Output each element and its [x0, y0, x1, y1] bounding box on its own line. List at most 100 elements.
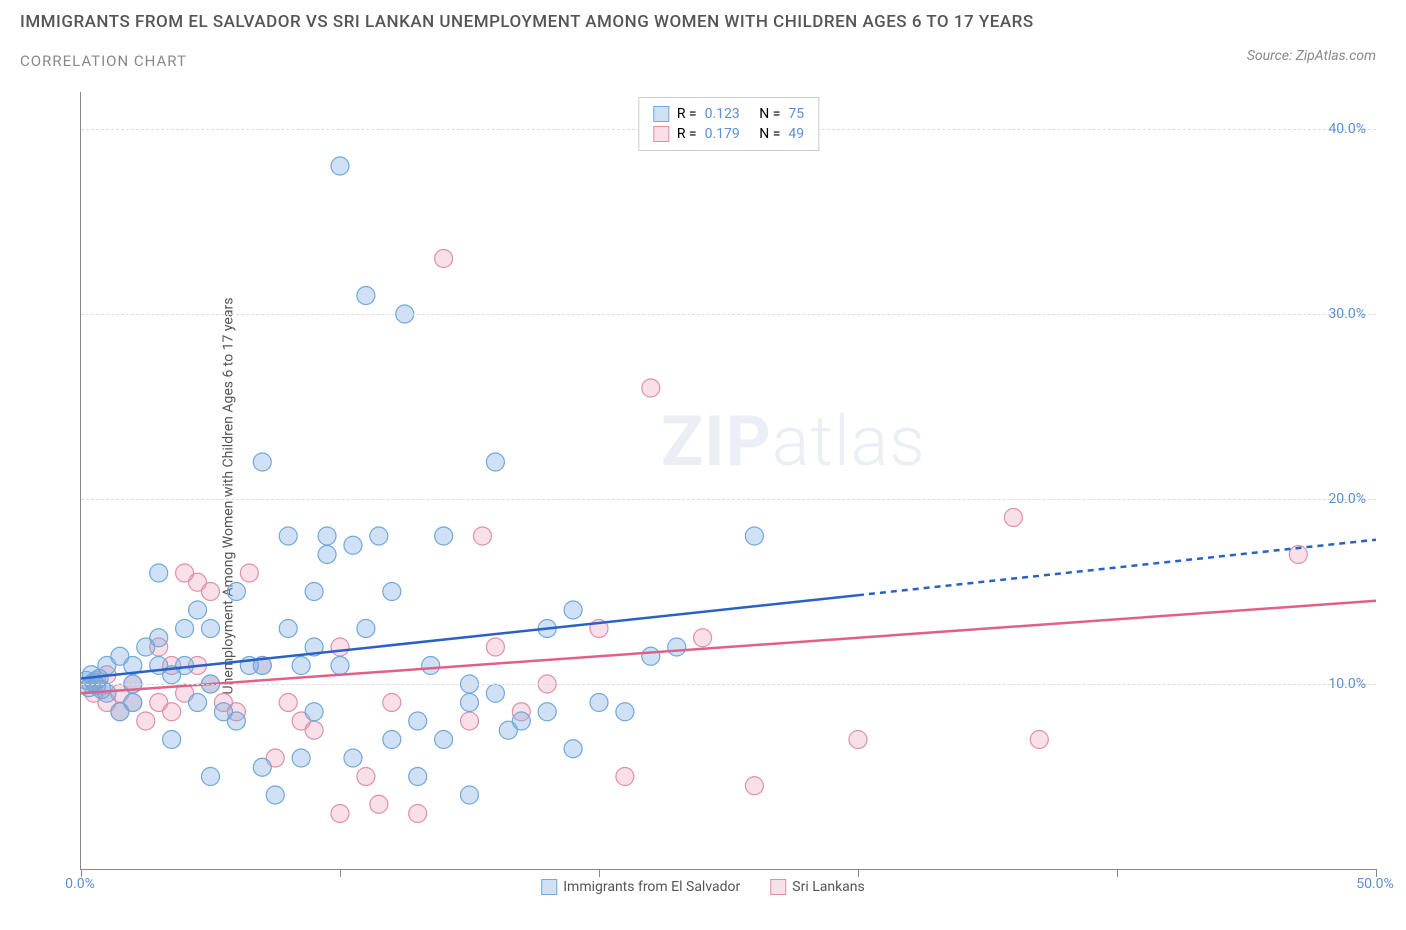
- data-point-series1: [189, 601, 207, 619]
- data-point-series2: [461, 712, 479, 730]
- data-point-series1: [538, 703, 556, 721]
- n-value-series2: 49: [788, 126, 804, 142]
- data-point-series1: [409, 768, 427, 786]
- legend-item-series2: Sri Lankans: [770, 879, 865, 895]
- legend-item-series1: Immigrants from El Salvador: [541, 879, 740, 895]
- data-point-series1: [422, 657, 440, 675]
- data-point-series2: [409, 805, 427, 823]
- data-point-series2: [357, 768, 375, 786]
- x-tick: [858, 869, 859, 877]
- data-point-series1: [564, 740, 582, 758]
- data-point-series1: [124, 694, 142, 712]
- source-citation: Source: ZipAtlas.com: [1247, 48, 1376, 64]
- data-point-series2: [642, 379, 660, 397]
- data-point-series2: [331, 638, 349, 656]
- gridline: [81, 314, 1376, 315]
- r-value-series1: 0.123: [705, 106, 740, 122]
- data-point-series1: [227, 583, 245, 601]
- data-point-series1: [150, 564, 168, 582]
- data-point-series1: [461, 694, 479, 712]
- data-point-series2: [370, 795, 388, 813]
- data-point-series1: [150, 629, 168, 647]
- data-point-series1: [668, 638, 686, 656]
- data-point-series1: [202, 620, 220, 638]
- swatch-series2: [770, 879, 786, 895]
- data-point-series1: [461, 786, 479, 804]
- data-point-series2: [694, 629, 712, 647]
- data-point-series1: [318, 546, 336, 564]
- data-point-series1: [616, 703, 634, 721]
- data-point-series1: [512, 712, 530, 730]
- data-point-series2: [745, 777, 763, 795]
- y-tick-label: 10.0%: [1328, 676, 1366, 692]
- data-point-series2: [616, 768, 634, 786]
- x-tick: [340, 869, 341, 877]
- data-point-series2: [383, 694, 401, 712]
- data-point-series1: [642, 647, 660, 665]
- n-label: N =: [759, 126, 780, 142]
- swatch-series1: [541, 879, 557, 895]
- data-point-series1: [279, 527, 297, 545]
- chart-subtitle: CORRELATION CHART: [20, 52, 187, 70]
- y-tick-label: 30.0%: [1328, 306, 1366, 322]
- data-point-series1: [163, 731, 181, 749]
- data-point-series1: [383, 583, 401, 601]
- scatter-plot-svg: [81, 92, 1376, 869]
- data-point-series1: [331, 657, 349, 675]
- data-point-series1: [370, 527, 388, 545]
- data-point-series1: [305, 583, 323, 601]
- correlation-stats-box: R = 0.123 N = 75 R = 0.179 N = 49: [638, 97, 819, 151]
- data-point-series2: [486, 638, 504, 656]
- trendline-series1-extrapolated: [858, 540, 1376, 596]
- r-label: R =: [677, 126, 697, 142]
- data-point-series1: [279, 620, 297, 638]
- data-point-series2: [331, 805, 349, 823]
- data-point-series2: [1004, 509, 1022, 527]
- data-point-series1: [318, 527, 336, 545]
- n-value-series1: 75: [788, 106, 804, 122]
- data-point-series2: [849, 731, 867, 749]
- plot-area: R = 0.123 N = 75 R = 0.179 N = 49 ZIPatl…: [80, 92, 1376, 870]
- data-point-series2: [240, 564, 258, 582]
- data-point-series1: [383, 731, 401, 749]
- data-point-series2: [163, 703, 181, 721]
- chart-title: IMMIGRANTS FROM EL SALVADOR VS SRI LANKA…: [20, 12, 1034, 32]
- data-point-series1: [357, 620, 375, 638]
- legend-label-series2: Sri Lankans: [792, 879, 865, 895]
- trendline-series2: [81, 601, 1376, 694]
- data-point-series1: [435, 731, 453, 749]
- bottom-legend: Immigrants from El Salvador Sri Lankans: [541, 879, 865, 895]
- r-label: R =: [677, 106, 697, 122]
- data-point-series1: [486, 453, 504, 471]
- x-tick: [599, 869, 600, 877]
- data-point-series2: [435, 250, 453, 268]
- r-value-series2: 0.179: [705, 126, 740, 142]
- data-point-series1: [486, 684, 504, 702]
- stats-row-series2: R = 0.179 N = 49: [653, 124, 804, 144]
- data-point-series1: [292, 657, 310, 675]
- x-tick-label: 50.0%: [1356, 876, 1394, 892]
- data-point-series1: [344, 749, 362, 767]
- data-point-series1: [292, 749, 310, 767]
- chart-container: Unemployment Among Women with Children A…: [20, 82, 1386, 910]
- data-point-series2: [137, 712, 155, 730]
- x-tick-label: 0.0%: [65, 876, 95, 892]
- data-point-series1: [202, 768, 220, 786]
- data-point-series1: [745, 527, 763, 545]
- data-point-series2: [202, 583, 220, 601]
- data-point-series2: [1030, 731, 1048, 749]
- gridline: [81, 684, 1376, 685]
- data-point-series1: [409, 712, 427, 730]
- data-point-series1: [266, 786, 284, 804]
- stats-row-series1: R = 0.123 N = 75: [653, 104, 804, 124]
- x-tick: [1117, 869, 1118, 877]
- swatch-series2: [653, 126, 669, 142]
- data-point-series1: [357, 287, 375, 305]
- swatch-series1: [653, 106, 669, 122]
- data-point-series1: [305, 703, 323, 721]
- data-point-series2: [473, 527, 491, 545]
- data-point-series1: [189, 694, 207, 712]
- data-point-series1: [253, 453, 271, 471]
- data-point-series2: [279, 694, 297, 712]
- y-tick-label: 20.0%: [1328, 491, 1366, 507]
